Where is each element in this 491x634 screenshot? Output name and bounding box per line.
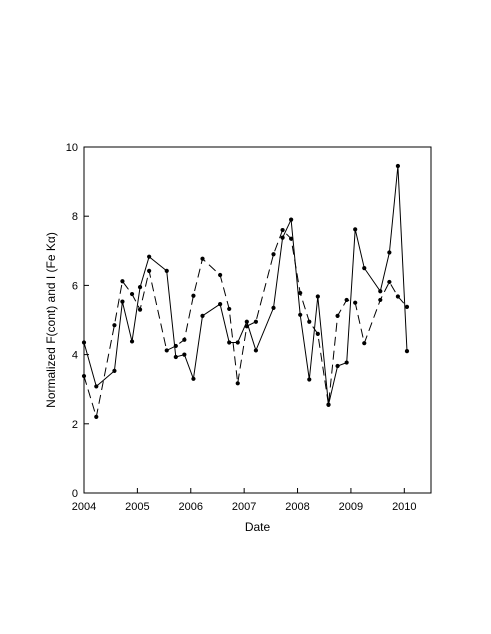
data-point — [253, 319, 258, 324]
y-tick-label: 2 — [72, 419, 78, 431]
data-point — [353, 227, 358, 232]
y-tick-label: 4 — [72, 350, 78, 362]
data-point — [395, 294, 401, 299]
data-point — [147, 254, 152, 259]
x-tick-label: 2004 — [72, 501, 96, 513]
data-point — [191, 376, 196, 381]
data-point — [298, 312, 303, 317]
y-axis-title: Normalized F(cont) and I (Fe Kα) — [44, 232, 58, 408]
series-layer — [81, 163, 410, 419]
data-point — [235, 381, 240, 386]
y-tick-label: 6 — [72, 280, 78, 292]
data-point — [200, 313, 205, 318]
data-point — [227, 340, 232, 345]
data-point — [147, 268, 152, 273]
data-point — [404, 304, 410, 309]
x-axis-title: Date — [245, 520, 271, 534]
data-point — [129, 339, 135, 344]
data-point — [271, 305, 276, 310]
data-point — [227, 306, 232, 312]
data-point — [362, 341, 367, 346]
data-point — [112, 323, 117, 328]
y-tick-label: 0 — [72, 488, 78, 500]
data-point — [137, 285, 143, 290]
data-point — [129, 291, 135, 297]
data-point — [173, 343, 178, 349]
data-point — [81, 340, 87, 345]
data-point — [94, 384, 99, 389]
data-point — [289, 236, 294, 241]
data-point — [280, 227, 285, 233]
data-point — [120, 299, 125, 304]
data-point — [395, 163, 401, 169]
data-point — [307, 319, 312, 324]
data-point — [244, 324, 249, 329]
data-point — [387, 250, 392, 255]
data-point — [280, 235, 285, 240]
data-point — [164, 268, 169, 273]
x-tick-label: 2010 — [392, 501, 416, 513]
data-point — [182, 337, 187, 342]
x-axis: 2004 2005 2006 2007 2008 2009 2010 — [72, 488, 417, 513]
data-point — [182, 352, 187, 357]
data-point — [81, 373, 87, 379]
data-point — [289, 217, 294, 222]
data-point — [362, 266, 367, 271]
data-point — [335, 363, 340, 369]
data-point — [191, 293, 196, 298]
data-point — [218, 272, 223, 278]
y-tick-label: 8 — [72, 211, 78, 223]
x-tick-label: 2008 — [285, 501, 309, 513]
data-point — [344, 360, 349, 365]
data-point — [326, 402, 331, 407]
data-point — [404, 349, 410, 354]
data-point — [112, 368, 117, 373]
y-tick-label: 10 — [66, 142, 78, 154]
data-point — [94, 414, 99, 419]
data-point — [173, 354, 178, 360]
data-point — [298, 290, 303, 296]
data-point — [164, 348, 169, 353]
data-point — [271, 252, 276, 257]
x-tick-label: 2009 — [339, 501, 363, 513]
data-point — [353, 300, 358, 305]
data-point — [378, 297, 383, 303]
data-point — [218, 301, 223, 307]
data-point — [344, 297, 349, 303]
data-point — [244, 319, 249, 324]
data-point — [137, 307, 143, 312]
data-point — [200, 256, 205, 261]
data-point — [315, 331, 320, 336]
data-point — [307, 377, 312, 382]
plot-frame — [83, 146, 432, 494]
data-point — [335, 313, 340, 318]
data-point — [235, 340, 240, 345]
x-tick-label: 2007 — [232, 501, 256, 513]
data-point — [387, 279, 392, 285]
data-point — [378, 289, 383, 294]
data-point — [315, 294, 320, 299]
series-line-dashed — [83, 229, 408, 418]
data-point — [253, 348, 258, 353]
x-tick-label: 2006 — [179, 501, 203, 513]
x-tick-label: 2005 — [125, 501, 149, 513]
data-point — [120, 279, 125, 284]
series-line-solid — [83, 165, 408, 405]
y-axis: 0 2 4 6 8 10 — [66, 142, 89, 500]
